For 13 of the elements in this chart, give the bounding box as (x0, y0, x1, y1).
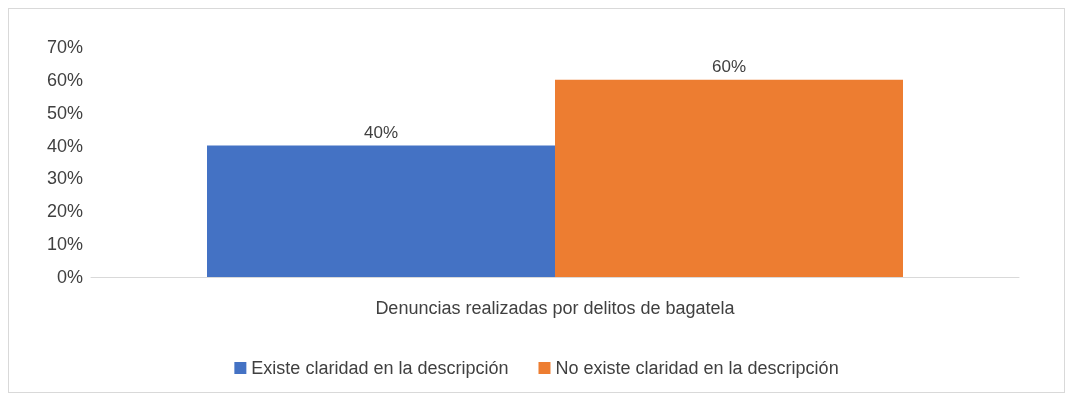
y-tick-label: 30% (46, 168, 83, 189)
y-tick-label: 0% (56, 267, 83, 287)
y-tick-label: 70% (46, 37, 83, 57)
y-tick-label: 50% (46, 102, 83, 123)
data-label: 60% (711, 56, 747, 76)
x-tick-label: Denuncias realizadas por delitos de bagatela (375, 298, 736, 318)
y-tick-label: 60% (46, 69, 83, 90)
legend-label: No existe claridad en la descripción (555, 358, 839, 378)
y-tick-label: 20% (46, 201, 83, 222)
legend-label: Existe claridad en la descripción (251, 358, 509, 378)
y-tick-label: 40% (46, 135, 83, 156)
y-tick-label: 10% (46, 234, 83, 255)
data-label: 40% (363, 122, 399, 142)
